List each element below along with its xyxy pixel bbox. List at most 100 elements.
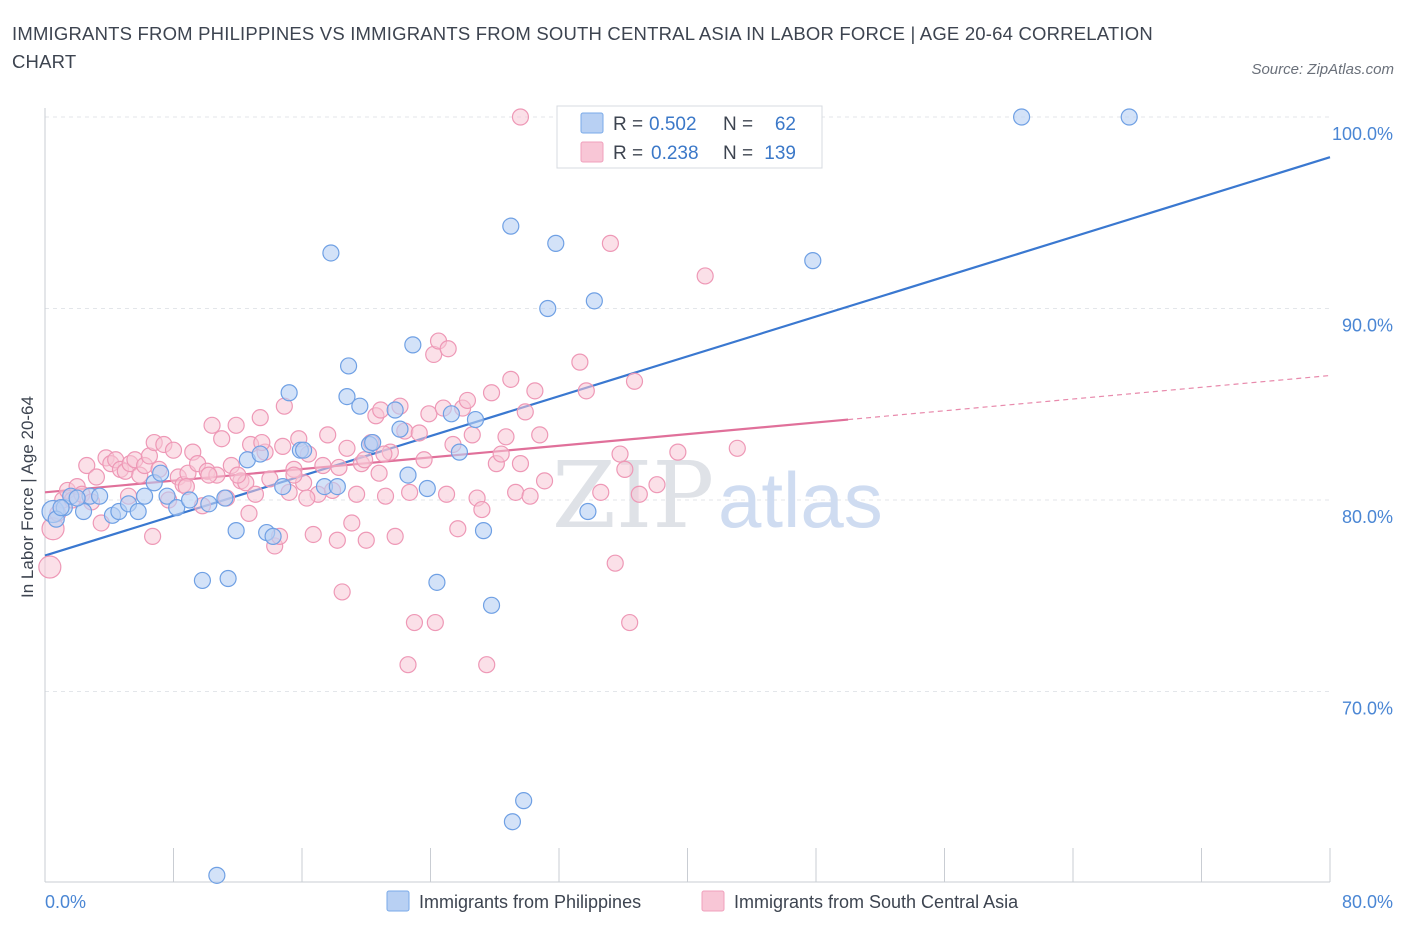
legend-n-value-1: 62 [775,114,796,135]
point-philippines [399,466,417,484]
point-south-central-asia [285,466,303,484]
point-south-central-asia [261,470,279,488]
point-south-central-asia [246,485,265,503]
point-philippines [274,477,292,496]
point-south-central-asia [348,485,366,503]
point-philippines [585,292,603,310]
point-south-central-asia [669,443,687,461]
point-philippines [168,499,186,517]
watermark-atlas: atlas [718,456,883,544]
point-philippines [515,792,533,810]
point-south-central-asia [482,384,501,402]
point-south-central-asia [229,466,247,484]
bottom-legend-swatch-philippines [386,890,410,912]
point-philippines [539,299,557,318]
point-philippines [135,487,154,505]
legend-swatch-blue [580,112,604,134]
legend-r-value-2: 0.238 [651,143,699,164]
point-philippines [391,420,409,438]
point-philippines [227,522,245,540]
y-tick-label: 80.0% [1342,507,1393,527]
point-south-central-asia [240,504,258,523]
point-south-central-asia [531,426,549,444]
point-philippines [418,479,436,498]
point-south-central-asia [521,487,539,505]
point-philippines [503,813,522,831]
point-philippines [1120,108,1138,126]
point-south-central-asia [357,531,375,549]
x-tick-label: 80.0% [1342,892,1393,912]
chart-source: Source: ZipAtlas.com [1251,61,1394,78]
point-south-central-asia [375,445,393,463]
point-philippines [251,445,269,463]
point-philippines [295,441,313,459]
y-tick-label: 90.0% [1342,316,1393,336]
point-philippines [364,433,382,452]
point-south-central-asia [526,382,544,400]
legend-r-label-2: R = [613,143,643,164]
point-philippines [386,401,404,419]
point-philippines [200,495,218,513]
point-philippines [579,502,597,521]
point-south-central-asia [333,583,351,601]
point-south-central-asia [473,500,491,519]
point-south-central-asia [606,554,624,572]
legend-r-value-1: 0.502 [649,114,697,135]
point-philippines [158,487,176,505]
point-philippines [280,384,298,402]
point-south-central-asia [144,527,162,545]
point-south-central-asia [507,483,525,501]
point-south-central-asia [648,476,666,494]
point-south-central-asia [463,426,481,444]
point-philippines [264,527,282,545]
point-philippines [91,487,109,505]
point-south-central-asia [87,468,106,486]
point-south-central-asia [328,531,346,549]
point-south-central-asia [304,525,322,544]
point-south-central-asia [399,656,417,674]
point-south-central-asia [410,424,428,442]
point-philippines [1012,108,1031,126]
point-south-central-asia [535,472,554,490]
y-axis-label: In Labor Force | Age 20-64 [18,396,37,598]
x-tick-label: 0.0% [45,892,86,912]
point-philippines [180,491,199,509]
point-south-central-asia [439,340,457,358]
point-south-central-asia [203,416,221,434]
point-south-central-asia [592,483,610,501]
point-south-central-asia [227,416,245,434]
legend-n-value-2: 139 [764,143,796,164]
point-philippines [208,866,226,884]
point-philippines [428,573,446,591]
point-south-central-asia [611,445,629,463]
point-south-central-asia [370,464,388,482]
point-south-central-asia [616,460,634,478]
point-philippines [328,477,346,496]
y-tick-label: 70.0% [1342,699,1393,719]
point-south-central-asia [497,428,515,446]
gridlines [45,116,1330,692]
point-philippines [338,387,356,406]
legend-swatch-pink [580,141,604,163]
point-south-central-asia [728,439,746,457]
bottom-legend-swatch-south-central-asia [701,890,725,912]
point-philippines [804,252,822,270]
point-philippines [482,596,501,614]
point-south-central-asia [449,520,467,538]
point-south-central-asia [601,234,620,252]
point-south-central-asia [200,466,218,484]
point-south-central-asia [502,370,520,388]
point-south-central-asia [577,382,595,400]
point-south-central-asia [356,451,374,469]
point-philippines [193,571,212,590]
point-south-central-asia [511,455,530,473]
point-philippines [474,522,493,540]
point-south-central-asia [420,405,438,423]
point-south-central-asia [319,426,337,444]
point-south-central-asia [478,656,496,674]
point-philippines [404,336,422,354]
point-philippines [450,443,469,461]
bottom-legend-label-philippines: Immigrants from Philippines [419,892,641,912]
point-south-central-asia [415,451,433,469]
